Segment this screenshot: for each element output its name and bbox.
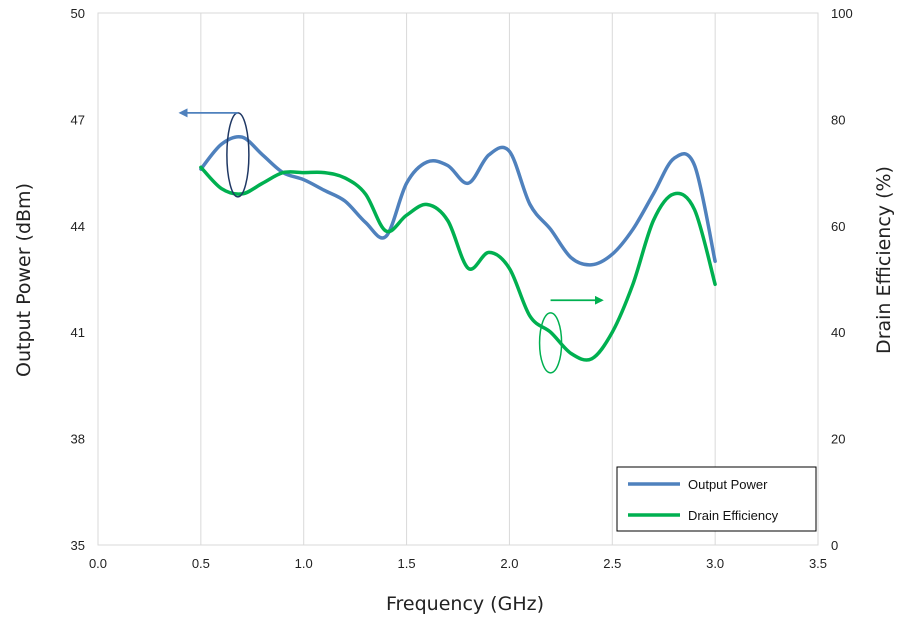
legend: Output Power Drain Efficiency <box>616 466 817 532</box>
y-axis-right-title: Drain Efficiency (%) <box>873 166 895 354</box>
x-tick-label-4: 2.0 <box>500 556 518 571</box>
y-right-tick-label-2: 40 <box>831 325 845 340</box>
gridlines <box>97 13 819 546</box>
y-right-tick-label-4: 80 <box>831 112 845 127</box>
x-tick-label-5: 2.5 <box>603 556 621 571</box>
x-tick-label-2: 1.0 <box>295 556 313 571</box>
annotation-layer <box>178 108 604 374</box>
series-line-output-power <box>199 134 717 267</box>
plot-area-frame <box>97 12 819 546</box>
x-axis-ticks: 0.0 0.5 1.0 1.5 2.0 2.5 3.0 3.5 <box>89 556 827 571</box>
y-left-tick-label-4: 47 <box>71 112 85 127</box>
y-left-tick-label-2: 41 <box>71 325 85 340</box>
y-left-tick-label-3: 44 <box>71 219 85 234</box>
y-axis-left-ticks: 35 38 41 44 47 50 <box>71 6 85 553</box>
y-left-tick-label-5: 50 <box>71 6 85 21</box>
annotation-ellipse-right <box>538 312 563 374</box>
x-tick-label-7: 3.5 <box>809 556 827 571</box>
x-tick-label-3: 1.5 <box>398 556 416 571</box>
x-axis-title: Frequency (GHz) <box>386 593 544 615</box>
y-right-tick-label-5: 100 <box>831 6 853 21</box>
y-left-tick-label-0: 35 <box>71 538 85 553</box>
legend-label-output-power: Output Power <box>688 477 768 492</box>
y-right-tick-label-1: 20 <box>831 432 845 447</box>
x-tick-label-1: 0.5 <box>192 556 210 571</box>
y-left-tick-label-1: 38 <box>71 432 85 447</box>
y-right-tick-label-3: 60 <box>831 219 845 234</box>
series-layer <box>199 134 717 362</box>
y-axis-right-ticks: 0 20 40 60 80 100 <box>831 6 853 553</box>
x-tick-label-6: 3.0 <box>706 556 724 571</box>
annotation-ellipse-left <box>226 112 250 198</box>
y-right-tick-label-0: 0 <box>831 538 838 553</box>
x-tick-label-0: 0.0 <box>89 556 107 571</box>
legend-box <box>616 466 817 532</box>
legend-label-drain-efficiency: Drain Efficiency <box>688 508 779 523</box>
y-axis-left-title: Output Power (dBm) <box>13 183 35 377</box>
series-line-drain-efficiency <box>199 165 717 362</box>
